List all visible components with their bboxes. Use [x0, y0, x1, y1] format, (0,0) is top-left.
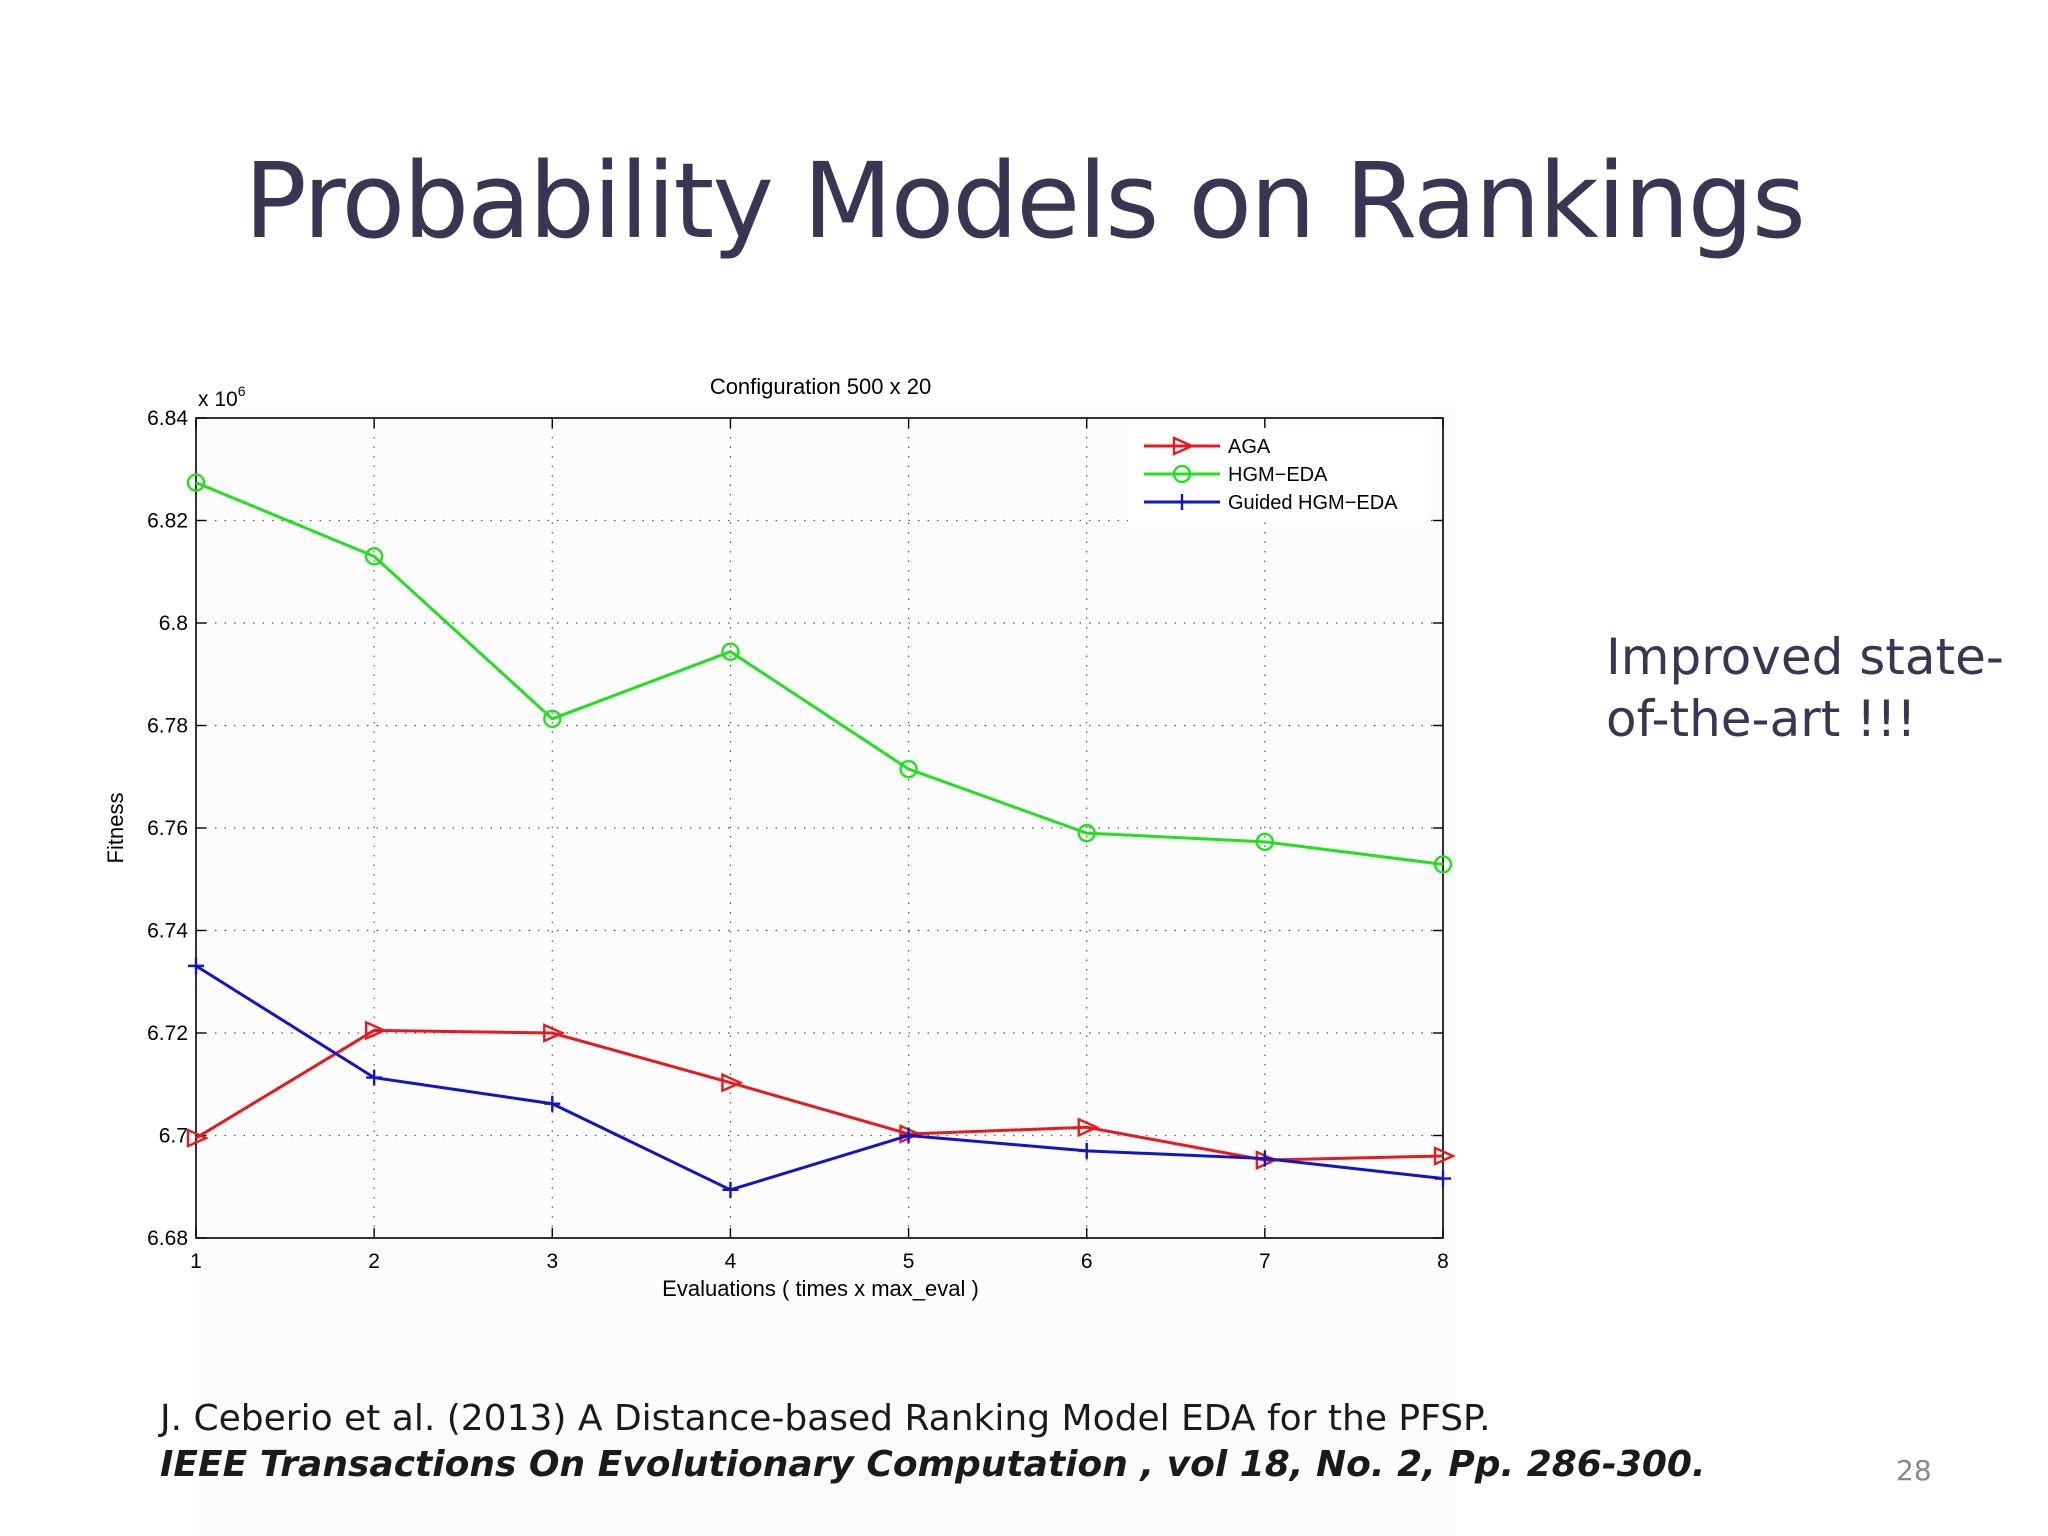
y-axis-label: Fitness — [103, 793, 128, 864]
y-tick-label: 6.84 — [147, 407, 188, 430]
data-point — [1077, 1117, 1100, 1138]
data-point — [364, 547, 384, 566]
y-tick-label: 6.76 — [147, 817, 188, 840]
data-point — [1256, 1150, 1273, 1167]
page-number: 28 — [1896, 1454, 1932, 1487]
legend-label: AGA — [1228, 436, 1271, 458]
x-axis-label: Evaluations ( times x max_eval ) — [662, 1276, 979, 1301]
data-point — [722, 1181, 739, 1198]
chart-grid — [196, 418, 1443, 1238]
axis-ticks: 1 2 3 4 5 6 7 8 6.68 6.7 6.72 6.74 6.76 6.78 6.8 6.82 6.… — [147, 407, 1449, 1273]
side-note-line-2: of-the-art !!! — [1606, 690, 1917, 748]
legend-marker — [1174, 494, 1190, 510]
x-tick-label: 2 — [368, 1250, 380, 1273]
series-2 — [188, 957, 1451, 1198]
data-point — [899, 759, 918, 779]
x-tick-label: 7 — [1259, 1250, 1271, 1273]
data-point — [544, 1095, 561, 1112]
figure-background — [196, 406, 1456, 1536]
data-point — [1077, 823, 1096, 843]
x-tick-label: 1 — [190, 1250, 202, 1273]
y-tick-label: 6.74 — [147, 920, 188, 943]
data-point — [1433, 855, 1453, 874]
data-point — [186, 473, 206, 492]
y-tick-label: 6.7 — [159, 1125, 188, 1148]
x-tick-label: 6 — [1081, 1250, 1093, 1273]
data-point — [186, 1128, 209, 1148]
citation-line-1: J. Ceberio et al. (2013) A Distance-base… — [160, 1398, 1491, 1439]
legend-entry: AGA — [1144, 436, 1271, 458]
x-tick-label: 3 — [546, 1250, 558, 1273]
data-point — [543, 709, 562, 729]
data-point — [188, 957, 204, 974]
y-tick-label: 6.8 — [159, 612, 188, 635]
citation-journal: IEEE Transactions On Evolutionary Comput… — [160, 1444, 1128, 1485]
y-axis-multiplier: x 106 — [198, 383, 246, 411]
series-line — [195, 1028, 1444, 1162]
legend-entry: HGM−EDA — [1144, 464, 1328, 486]
citation-line-2: IEEE Transactions On Evolutionary Comput… — [160, 1442, 1706, 1488]
data-point — [364, 1020, 388, 1041]
series-line — [195, 964, 1444, 1192]
data-point — [1078, 1142, 1095, 1159]
data-point — [1435, 1170, 1451, 1187]
x-tick-label: 5 — [903, 1250, 915, 1273]
data-point — [1255, 832, 1275, 852]
series-group — [186, 473, 1456, 1198]
citation: J. Ceberio et al. (2013) A Distance-base… — [160, 1396, 1706, 1488]
legend: AGA HGM−EDA Guided HGM−EDA — [1128, 428, 1428, 522]
side-note-line-1: Improved state- — [1606, 628, 2004, 686]
legend-label: HGM−EDA — [1228, 464, 1328, 486]
side-note: Improved state- of-the-art !!! — [1606, 626, 2026, 750]
data-point — [721, 1072, 744, 1093]
legend-marker — [1172, 464, 1192, 484]
x-tick-label: 4 — [725, 1250, 737, 1273]
legend-entry: Guided HGM−EDA — [1144, 492, 1398, 514]
citation-details: , vol 18, No. 2, Pp. 286-300. — [1127, 1444, 1706, 1485]
series-0 — [186, 1020, 1456, 1170]
y-tick-label: 6.78 — [147, 715, 188, 738]
slide-title: Probability Models on Rankings — [244, 140, 1806, 262]
chart-title: Configuration 500 x 20 — [710, 374, 931, 399]
legend-label: Guided HGM−EDA — [1228, 492, 1398, 514]
y-tick-label: 6.72 — [147, 1022, 188, 1045]
plot-area — [195, 417, 1444, 1239]
data-point — [900, 1127, 917, 1144]
data-point — [1433, 1146, 1456, 1166]
y-tick-label: 6.68 — [147, 1227, 188, 1250]
legend-marker — [1172, 436, 1195, 456]
y-tick-label: 6.82 — [147, 510, 188, 533]
data-point — [366, 1069, 383, 1086]
data-point — [721, 642, 740, 661]
series-1 — [186, 473, 1453, 874]
x-tick-label: 8 — [1437, 1250, 1449, 1273]
series-line — [195, 481, 1444, 866]
data-point — [543, 1023, 566, 1043]
